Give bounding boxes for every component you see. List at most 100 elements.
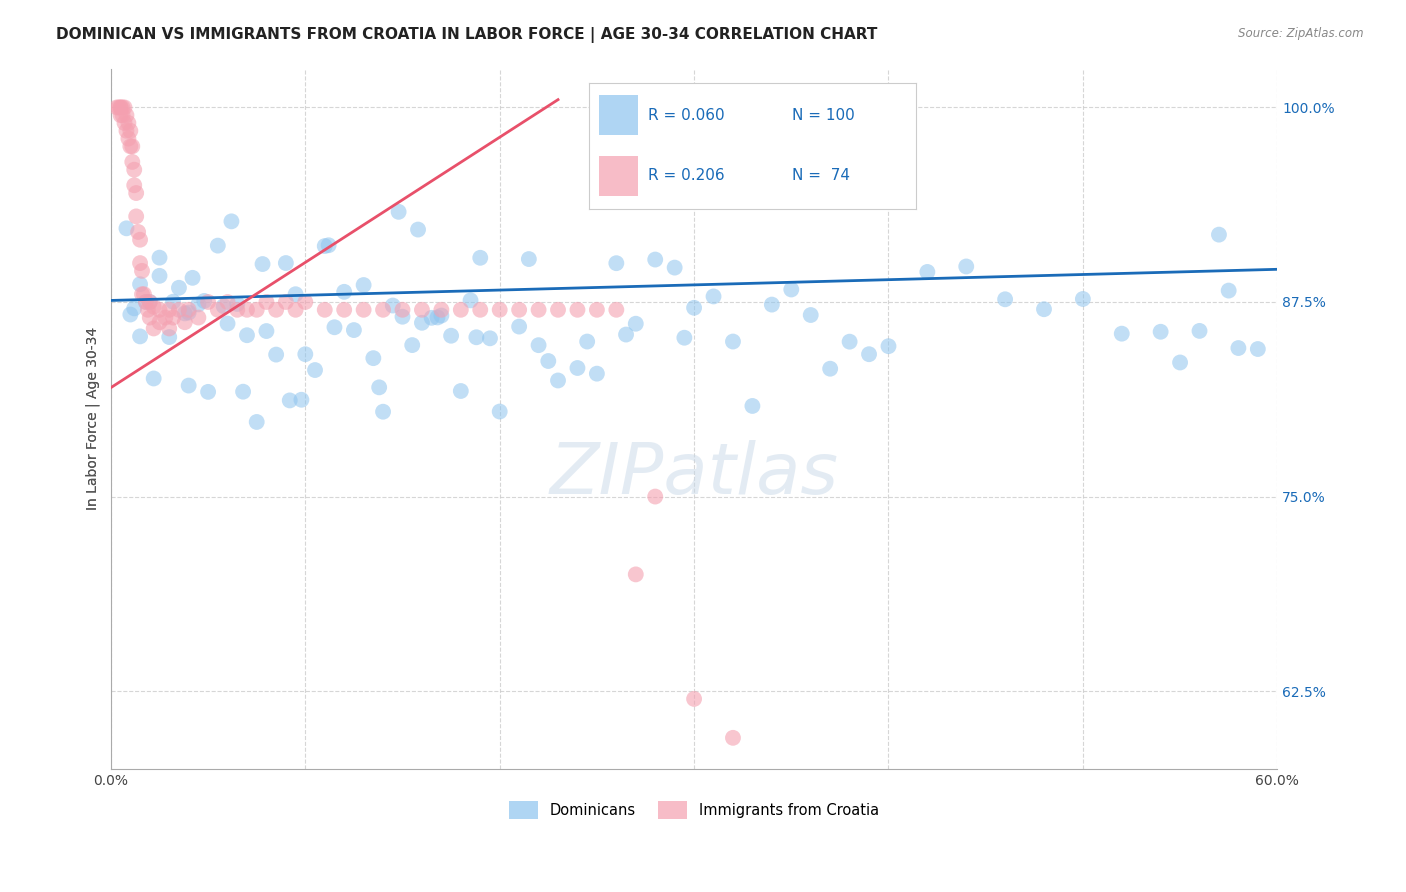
Point <box>721 334 744 349</box>
Point <box>129 329 152 343</box>
Point <box>221 214 243 228</box>
Point <box>624 317 647 331</box>
Point <box>450 302 472 317</box>
Point <box>721 731 744 745</box>
Point <box>314 239 336 253</box>
Point <box>702 289 724 303</box>
Point <box>217 295 239 310</box>
Point <box>460 293 482 308</box>
Point <box>426 310 449 325</box>
Point <box>193 293 215 308</box>
Point <box>1149 325 1171 339</box>
Point <box>673 331 696 345</box>
Point <box>614 327 637 342</box>
Point <box>363 351 385 366</box>
Point <box>465 330 488 344</box>
Point <box>212 299 235 313</box>
Point <box>314 302 336 317</box>
Point <box>1188 324 1211 338</box>
Point <box>125 186 148 200</box>
Point <box>136 302 159 317</box>
Point <box>508 319 530 334</box>
Point <box>142 321 165 335</box>
Point <box>111 108 134 122</box>
Text: Source: ZipAtlas.com: Source: ZipAtlas.com <box>1239 27 1364 40</box>
Point <box>470 302 492 317</box>
Point <box>167 302 190 317</box>
Point <box>368 380 391 394</box>
Point <box>114 116 136 130</box>
Point <box>547 302 569 317</box>
Point <box>129 277 152 292</box>
Point <box>148 251 170 265</box>
Point <box>120 308 142 322</box>
Point <box>1168 355 1191 369</box>
Point <box>1218 284 1240 298</box>
Y-axis label: In Labor Force | Age 30-34: In Labor Force | Age 30-34 <box>86 327 100 510</box>
Text: ZIPatlas: ZIPatlas <box>550 441 838 509</box>
Point <box>488 404 510 418</box>
Point <box>527 338 550 352</box>
Point <box>371 405 394 419</box>
Point <box>567 361 589 376</box>
Point <box>226 302 249 317</box>
Point <box>115 124 138 138</box>
Point <box>162 294 184 309</box>
Point <box>411 316 433 330</box>
Y-axis label: In Labor Force | Age 30-34: In Labor Force | Age 30-34 <box>86 327 100 510</box>
Point <box>246 415 269 429</box>
Point <box>132 287 155 301</box>
Point <box>142 371 165 385</box>
Point <box>187 297 209 311</box>
Point <box>264 348 287 362</box>
Point <box>401 338 423 352</box>
Point <box>761 297 783 311</box>
Point <box>274 256 297 270</box>
Point <box>157 330 180 344</box>
Point <box>246 302 269 317</box>
Point <box>624 567 647 582</box>
Point <box>1208 227 1230 242</box>
Point <box>181 270 204 285</box>
Point <box>1247 342 1270 356</box>
Point <box>125 210 148 224</box>
Point <box>294 295 316 310</box>
Point <box>105 100 128 114</box>
Point <box>391 310 413 324</box>
Point <box>236 328 259 343</box>
Point <box>294 347 316 361</box>
Point <box>664 260 686 275</box>
Point <box>450 384 472 398</box>
Point <box>117 116 139 130</box>
Point <box>177 378 200 392</box>
Point <box>818 361 841 376</box>
Point <box>994 293 1017 307</box>
Point <box>115 108 138 122</box>
Point <box>139 310 162 325</box>
Point <box>284 302 307 317</box>
Point <box>120 124 142 138</box>
Point <box>430 302 453 317</box>
Point <box>478 331 501 345</box>
Point <box>139 295 162 310</box>
Point <box>517 252 540 266</box>
Point <box>605 256 627 270</box>
Point <box>135 295 157 310</box>
Point <box>232 384 254 399</box>
Point <box>683 692 706 706</box>
Point <box>411 302 433 317</box>
Point <box>110 100 132 114</box>
Point <box>177 302 200 317</box>
Point <box>683 301 706 315</box>
Point <box>576 334 599 349</box>
Point <box>278 393 301 408</box>
Point <box>318 238 340 252</box>
Point <box>127 225 149 239</box>
Point <box>167 281 190 295</box>
Point <box>527 302 550 317</box>
Point <box>284 287 307 301</box>
Point <box>236 302 259 317</box>
Point <box>430 309 453 323</box>
Point <box>1111 326 1133 341</box>
Point <box>110 108 132 122</box>
